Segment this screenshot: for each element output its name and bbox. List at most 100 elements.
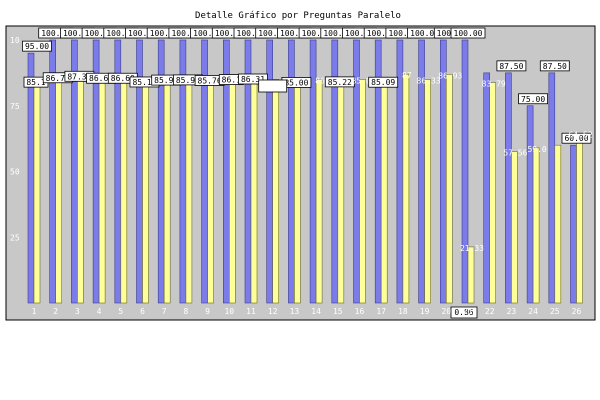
y-tick-label: 50 [10,168,20,177]
bars [27,39,583,304]
x-category-label: 8 [183,307,188,316]
data-label-series1: 100.00 [258,29,287,38]
data-label-series1: 87.50 [499,62,523,71]
bar-series2 [98,74,106,304]
bar-series2 [445,74,453,304]
data-label-series1: 100.00 [410,29,439,38]
data-label-series1: 100.00 [215,29,244,38]
data-label-series2: 85.90 [154,76,178,85]
x-category-label: 6 [140,307,145,316]
data-label-series2: 85.18 [132,78,156,87]
data-label-series2: 85.1 [26,78,45,87]
data-label-series2: 86.1 [222,76,241,85]
bar-series1 [27,52,35,304]
data-label-series2: 86.60 [111,74,135,83]
bar-series1 [548,72,556,304]
x-category-label: 26 [572,307,582,316]
data-label-series1: 100.00 [388,29,417,38]
bar-series2 [207,77,214,304]
data-label-box [561,132,592,144]
annotation-box [450,306,478,319]
x-category-label: 15 [333,307,343,316]
x-category-label: 23 [507,307,517,316]
data-label-box [539,60,570,72]
data-label-box [518,93,548,105]
x-axis-categories: 1 2 3 4 5 6 7 8 9 10 11 12 13 14 15 16 17 18 19 20 21 22 23 24 2… [32,307,582,316]
y-tick-label: 75 [10,102,20,111]
x-category-label: 18 [398,307,408,316]
data-label-box [324,76,355,88]
x-category-label: 5 [118,307,123,316]
data-label-series1: 100.00 [193,29,222,38]
empty-label-box [258,79,288,93]
x-category-label: 17 [376,307,386,316]
data-label-series1: 100.00 [41,29,70,38]
data-label-series2: 87.34 [67,72,91,81]
x-category-label: 7 [162,307,167,316]
x-category-label: 20 [441,307,451,316]
x-category-label: 9 [205,307,210,316]
data-label-series1: 100.00 [171,29,200,38]
data-label-series2: 87 [402,71,412,80]
bar-series2 [402,73,410,304]
bar-series2 [511,151,518,304]
data-label-series2: 86.93 [438,71,462,80]
bar-series2 [55,74,63,304]
bar-series2 [337,78,345,304]
x-category-label: 25 [550,307,560,316]
data-label-series1: 100.00 [323,29,352,38]
data-label-series2: 57.56 [503,149,527,158]
bar-series2 [185,76,193,304]
bar-series2 [532,147,540,304]
data-label-series2: 86.31 [241,75,265,84]
data-label-series1: 100.00 [63,29,92,38]
bar-series1 [526,105,534,304]
data-label-series1: 60.00 [564,134,588,143]
bar-series2 [229,76,236,304]
x-category-label: 24 [528,307,538,316]
data-label-box [22,40,52,52]
y-tick-label: 25 [10,233,20,242]
data-label-series2: 64.52 [568,130,592,139]
data-label-series1: 100.00 [150,29,179,38]
x-category-label: 2 [53,307,58,316]
data-label-series1: 87.50 [543,62,567,71]
bar-series2 [576,133,583,304]
data-label-series1: 100.00 [345,29,374,38]
data-label-series2: 85.09 [371,78,395,87]
bar-series1 [461,39,469,304]
x-category-label: 11 [246,307,256,316]
bar-series1 [505,72,512,304]
data-label-box [496,60,527,72]
bar-series2 [380,78,388,304]
x-category-label: 19 [420,307,430,316]
data-label-series1: 100.00 [85,29,114,38]
annotation-label: 0.86 [454,308,473,317]
data-label-series2: 85.76 [198,76,222,85]
x-category-label: 4 [97,307,102,316]
data-label-series1: 100.00 [280,29,309,38]
data-label-series2: 86.33 [417,76,441,85]
data-label-series1: 75.00 [521,95,545,104]
data-label-series1: 100.00 [454,29,483,38]
bar-series1 [483,72,491,304]
x-category-label: 22 [485,307,495,316]
bar-series1 [570,144,577,304]
data-label-series2: 85.00 [284,78,308,87]
y-tick-label: 10 [10,36,20,45]
data-label-series1: 100.00 [237,29,266,38]
bar-series2 [77,72,84,304]
data-label-series1: 100.00 [367,29,396,38]
data-label-series2: 85.22 [328,78,352,87]
bar-series2 [359,79,366,304]
data-label-box [368,76,399,88]
data-label-series2: 83.79 [482,80,506,89]
data-label-box [238,73,268,85]
data-label-series2: 59.0 [527,145,546,154]
bar-series2 [294,79,301,304]
data-label-series2: 86.78 [46,74,70,83]
bar-series2 [33,78,41,304]
data-label-series2: 85.97 [176,76,200,85]
